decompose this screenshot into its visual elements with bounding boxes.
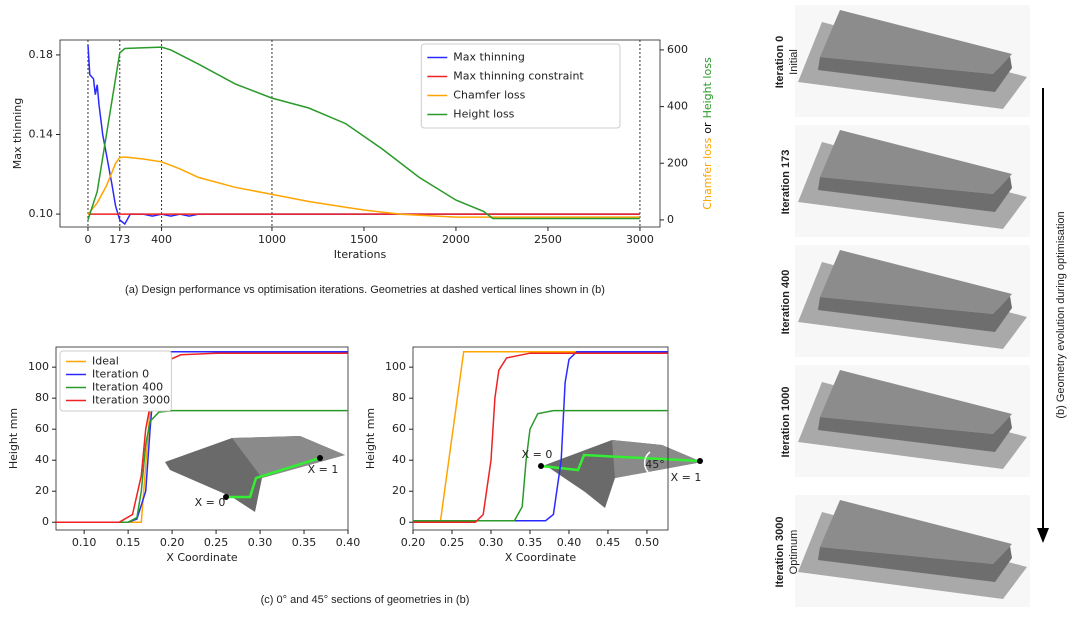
x-axis-label: X Coordinate bbox=[505, 551, 577, 564]
annotation: X = 0 bbox=[522, 448, 553, 461]
y-axis-label: Max thinning bbox=[11, 98, 24, 170]
annotation: X = 1 bbox=[308, 463, 339, 476]
x-tick-label: 0.15 bbox=[116, 536, 141, 549]
legend-label: Iteration 3000 bbox=[92, 394, 170, 407]
y2-axis-label-part: or bbox=[701, 122, 714, 134]
y-tick-label: 60 bbox=[392, 422, 406, 435]
x-tick-label: 0.30 bbox=[479, 536, 504, 549]
y-axis-label: Height mm bbox=[7, 408, 20, 469]
y-tick-label: 100 bbox=[385, 360, 406, 373]
x-tick-label: 2000 bbox=[442, 233, 470, 246]
x-tick-label: 0.30 bbox=[248, 536, 273, 549]
figure: 0173400100015002000250030000.100.140.180… bbox=[0, 0, 1073, 617]
annotation: X = 1 bbox=[671, 471, 702, 484]
legend-label: Ideal bbox=[92, 355, 119, 368]
y-tick-label: 60 bbox=[35, 422, 49, 435]
y-tick-label: 40 bbox=[392, 453, 406, 466]
x-tick-label: 0.20 bbox=[401, 536, 426, 549]
caption: (c) 0° and 45° sections of geometries in… bbox=[261, 594, 470, 606]
x-tick-label: 2500 bbox=[534, 233, 562, 246]
x-tick-label: 0.40 bbox=[557, 536, 582, 549]
iteration-label: Iteration 400 bbox=[780, 270, 792, 335]
x-tick-label: 0 bbox=[84, 233, 91, 246]
x-axis-label: X Coordinate bbox=[166, 551, 238, 564]
y-tick-label: 40 bbox=[35, 453, 49, 466]
iteration-label: Iteration 1000 bbox=[780, 387, 792, 458]
y2-tick-label: 0 bbox=[667, 213, 674, 226]
y-tick-label: 80 bbox=[35, 391, 49, 404]
y-tick-label: 0.10 bbox=[29, 207, 54, 220]
arrow-label: (b) Geometry evolution during optimisati… bbox=[1055, 211, 1067, 418]
legend-label: Max thinning bbox=[453, 51, 525, 64]
x-tick-label: 1000 bbox=[258, 233, 286, 246]
iteration-sublabel: Initial bbox=[788, 49, 800, 75]
legend-label: Iteration 400 bbox=[92, 381, 163, 394]
y-tick-label: 0.14 bbox=[29, 127, 54, 140]
x-tick-label: 0.45 bbox=[596, 536, 621, 549]
y-tick-label: 100 bbox=[28, 360, 49, 373]
x-tick-label: 0.10 bbox=[72, 536, 97, 549]
x-axis-label: Iterations bbox=[334, 248, 387, 261]
x-tick-label: 0.25 bbox=[204, 536, 229, 549]
annotation: 45° bbox=[645, 458, 665, 471]
x-tick-label: 0.40 bbox=[336, 536, 361, 549]
legend-label: Chamfer loss bbox=[453, 89, 525, 102]
y-tick-label: 20 bbox=[35, 484, 49, 497]
x-tick-label: 0.20 bbox=[160, 536, 185, 549]
y-axis-label: Height mm bbox=[364, 408, 377, 469]
iteration-sublabel: Optimum bbox=[788, 530, 800, 575]
x-tick-label: 0.25 bbox=[440, 536, 465, 549]
y2-axis-label-part: Chamfer loss bbox=[701, 137, 714, 209]
x-tick-label: 3000 bbox=[626, 233, 654, 246]
y2-tick-label: 600 bbox=[667, 43, 688, 56]
legend-label: Max thinning constraint bbox=[453, 70, 584, 83]
y-tick-label: 20 bbox=[392, 484, 406, 497]
x-tick-label: 1500 bbox=[350, 233, 378, 246]
y2-tick-label: 400 bbox=[667, 100, 688, 113]
y-tick-label: 0.18 bbox=[29, 48, 54, 61]
caption: (a) Design performance vs optimisation i… bbox=[125, 284, 605, 296]
iteration-label: Iteration 0 bbox=[774, 36, 786, 89]
y-tick-label: 0 bbox=[399, 515, 406, 528]
y-tick-label: 0 bbox=[42, 515, 49, 528]
legend-label: Height loss bbox=[453, 108, 514, 121]
y2-axis-label: Chamfer loss or Height loss bbox=[701, 57, 714, 210]
iteration-label: Iteration 173 bbox=[780, 150, 792, 215]
x-tick-label: 400 bbox=[151, 233, 172, 246]
x-tick-label: 0.35 bbox=[518, 536, 543, 549]
x-tick-label: 0.50 bbox=[635, 536, 660, 549]
x-tick-label: 173 bbox=[109, 233, 130, 246]
y2-axis-label-part: Height loss bbox=[701, 57, 714, 118]
annotation: X = 0 bbox=[195, 496, 226, 509]
x-tick-label: 0.35 bbox=[292, 536, 317, 549]
y-tick-label: 80 bbox=[392, 391, 406, 404]
y2-tick-label: 200 bbox=[667, 156, 688, 169]
legend-label: Iteration 0 bbox=[92, 368, 149, 381]
iteration-label: Iteration 3000 bbox=[774, 517, 786, 588]
